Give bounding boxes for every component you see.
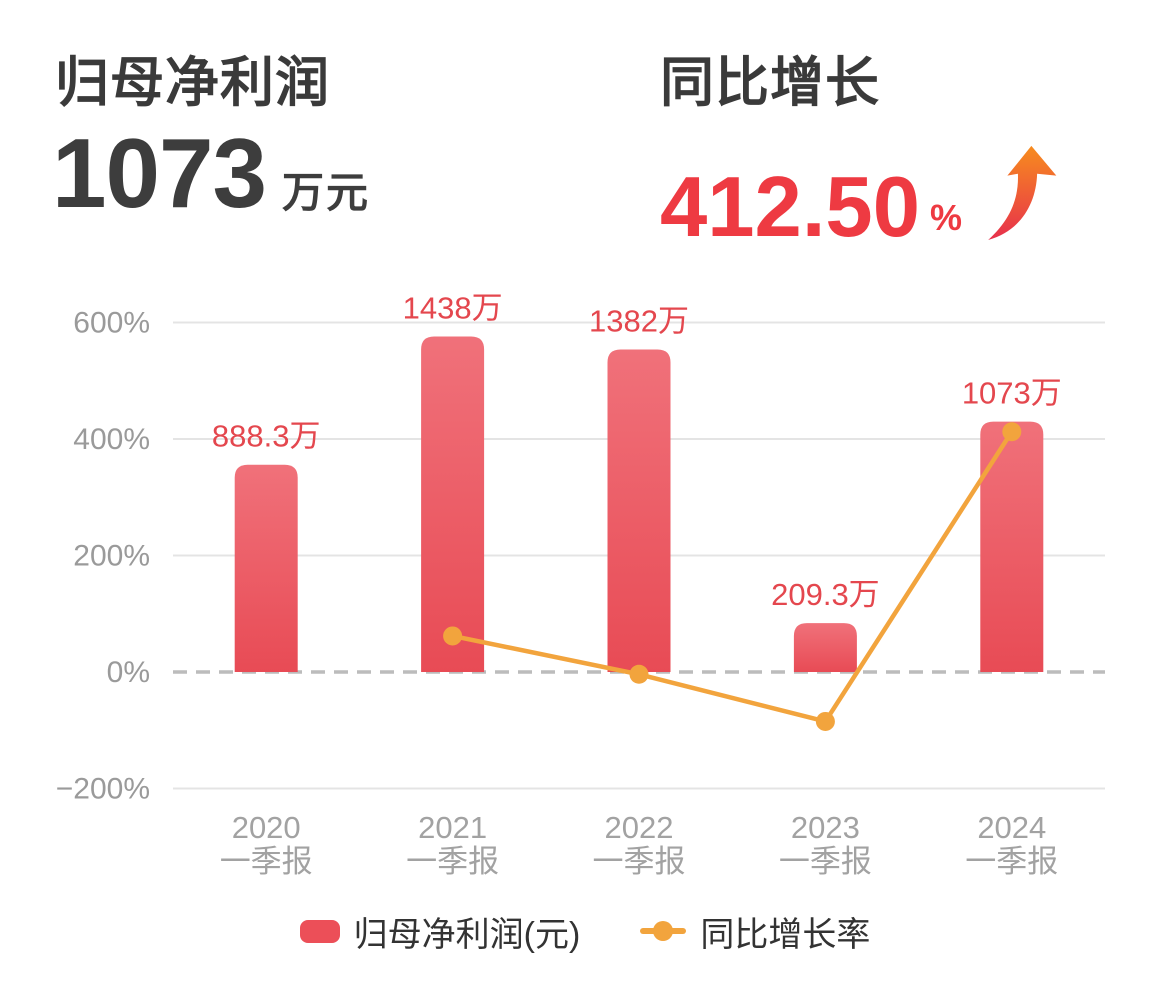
profit-bar-2021[interactable] bbox=[421, 336, 485, 672]
bar-value-label: 209.3万 bbox=[771, 577, 880, 612]
legend-label: 同比增长率 bbox=[700, 915, 871, 954]
bar-value-label: 1438万 bbox=[403, 290, 503, 325]
x-axis-year-label: 2022 bbox=[605, 810, 674, 845]
y-axis-tick-label: 400% bbox=[73, 423, 150, 456]
y-axis-tick-label: 600% bbox=[73, 307, 150, 340]
profit-growth-combo-chart: 600% 400% 200% 0% −200% 888.3万 1438万 1382万 209.3… bbox=[56, 290, 1105, 879]
x-axis-year-label: 2021 bbox=[418, 810, 487, 845]
x-axis-year-label: 2020 bbox=[232, 810, 301, 845]
bar-value-label: 1073万 bbox=[962, 376, 1062, 411]
up-trend-arrow-icon bbox=[972, 144, 1060, 244]
net-profit-unit: 万元 bbox=[282, 169, 371, 216]
net-profit-title: 归母净利润 bbox=[55, 53, 330, 113]
x-axis-period-label: 一季报 bbox=[593, 844, 686, 879]
y-axis-tick-label: −200% bbox=[56, 773, 150, 806]
legend-item-growth-rate[interactable]: 同比增长率 bbox=[640, 907, 870, 956]
y-axis-tick-label: 200% bbox=[73, 540, 150, 573]
yoy-growth-unit: % bbox=[929, 197, 962, 238]
growth-line-point[interactable] bbox=[443, 626, 463, 646]
growth-line-point[interactable] bbox=[629, 664, 649, 684]
x-axis-period-label: 一季报 bbox=[406, 844, 499, 879]
chart-legend: 归母净利润(元) 同比增长率 bbox=[0, 903, 1170, 959]
y-axis-tick-label: 0% bbox=[107, 656, 150, 689]
profit-bar-2020[interactable] bbox=[234, 464, 298, 672]
growth-line-point[interactable] bbox=[1002, 422, 1022, 442]
x-axis-year-label: 2024 bbox=[977, 810, 1046, 845]
yoy-growth-title: 同比增长 bbox=[660, 53, 880, 113]
x-axis-period-label: 一季报 bbox=[965, 844, 1058, 879]
x-axis-period-label: 一季报 bbox=[779, 844, 872, 879]
legend-label: 归母净利润(元) bbox=[353, 915, 581, 954]
growth-line-point[interactable] bbox=[815, 711, 835, 731]
growth-line bbox=[450, 429, 1015, 724]
net-profit-value: 1073 bbox=[52, 118, 267, 228]
profit-bar-2024[interactable] bbox=[980, 421, 1044, 672]
line-series-swatch-icon bbox=[640, 921, 687, 941]
x-axis-period-label: 一季报 bbox=[220, 844, 313, 879]
bar-value-label: 1382万 bbox=[589, 304, 689, 339]
legend-item-net-profit[interactable]: 归母净利润(元) bbox=[299, 907, 581, 956]
net-profit-value-row: 1073 万元 bbox=[52, 124, 370, 222]
bar-value-label: 888.3万 bbox=[212, 419, 321, 454]
profit-bar-2023[interactable] bbox=[793, 623, 857, 672]
x-axis-year-label: 2023 bbox=[791, 810, 860, 845]
yoy-growth-value-row: 412.50 % bbox=[660, 140, 1060, 250]
profit-bar-2022[interactable] bbox=[607, 349, 671, 672]
bar-series-swatch-icon bbox=[299, 919, 340, 943]
yoy-growth-value: 412.50 bbox=[660, 160, 920, 255]
